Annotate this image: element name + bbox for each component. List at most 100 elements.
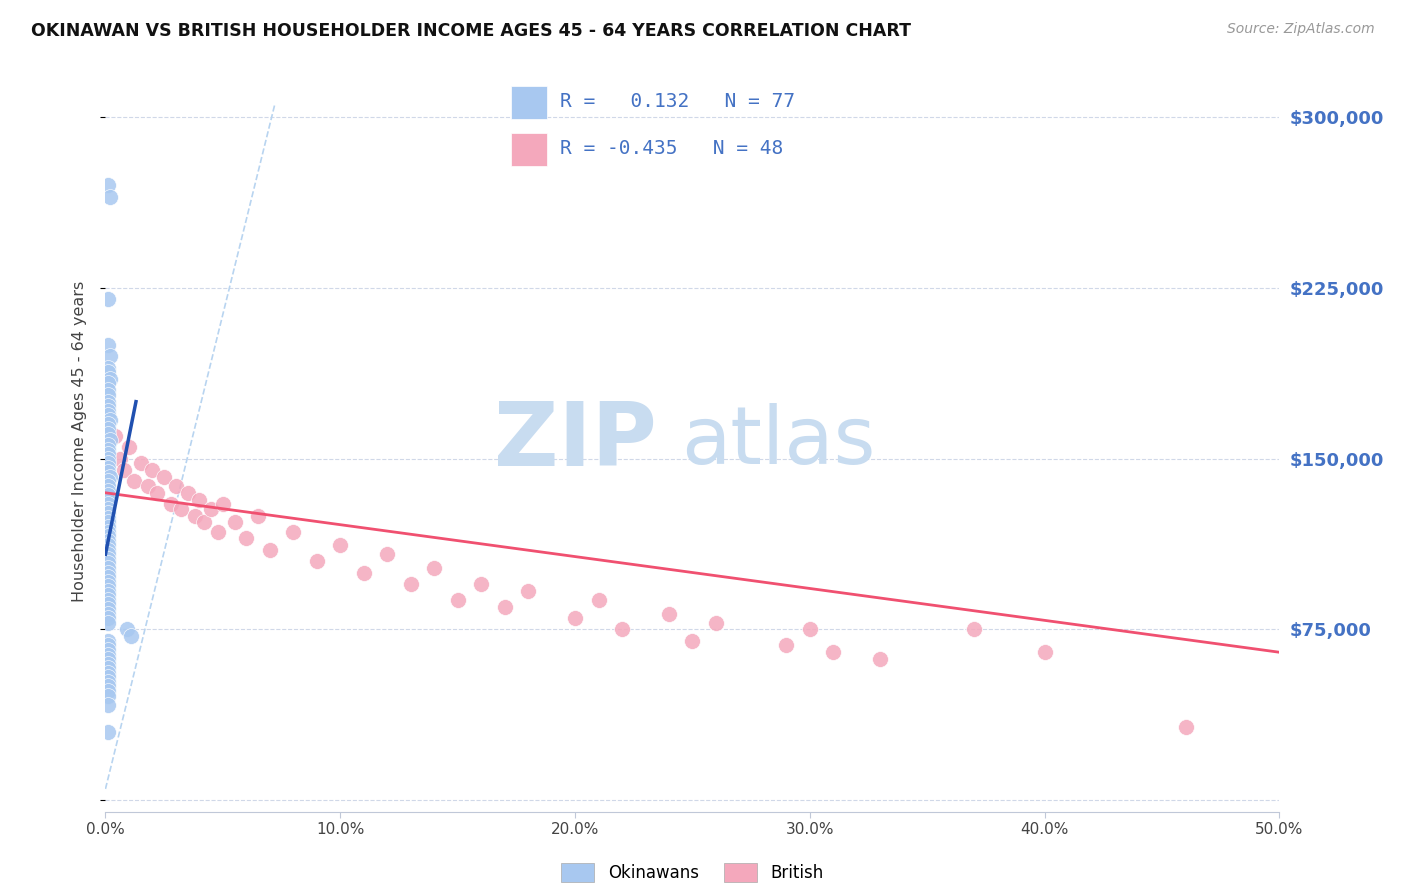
Point — [97, 451, 120, 466]
Point — [564, 611, 586, 625]
Point — [97, 404, 120, 418]
Text: Source: ZipAtlas.com: Source: ZipAtlas.com — [1227, 22, 1375, 37]
Point — [97, 479, 120, 493]
Point — [97, 492, 120, 507]
Point — [588, 592, 610, 607]
Point — [97, 652, 120, 666]
Point — [399, 577, 422, 591]
Text: R = -0.435   N = 48: R = -0.435 N = 48 — [560, 138, 783, 158]
Point — [283, 524, 305, 539]
Point — [97, 684, 120, 698]
Point — [97, 592, 120, 607]
Point — [97, 547, 120, 561]
Point — [98, 470, 121, 484]
Point — [224, 516, 246, 530]
Point — [423, 561, 446, 575]
Point — [97, 615, 120, 630]
Point — [97, 520, 120, 534]
Point — [146, 485, 169, 500]
Point — [247, 508, 270, 523]
Point — [97, 689, 120, 703]
Point — [799, 623, 821, 637]
Text: atlas: atlas — [681, 402, 875, 481]
Text: R =   0.132   N = 77: R = 0.132 N = 77 — [560, 93, 794, 112]
Point — [176, 485, 198, 500]
Point — [259, 542, 281, 557]
Point — [470, 577, 492, 591]
Point — [122, 475, 145, 489]
Point — [97, 643, 120, 657]
Point — [97, 426, 120, 441]
Point — [97, 538, 120, 552]
Point — [97, 574, 120, 589]
Point — [97, 388, 120, 402]
Point — [97, 633, 120, 648]
Point — [97, 337, 120, 351]
Point — [97, 566, 120, 580]
Point — [97, 665, 120, 680]
Point — [136, 479, 159, 493]
Point — [97, 409, 120, 423]
Point — [97, 438, 120, 452]
Point — [375, 547, 398, 561]
Point — [97, 417, 120, 432]
Point — [169, 501, 191, 516]
Point — [98, 413, 121, 427]
Point — [97, 178, 120, 193]
Point — [97, 583, 120, 598]
Point — [681, 633, 703, 648]
Bar — [512, 87, 547, 119]
Point — [108, 451, 131, 466]
Point — [97, 442, 120, 457]
Point — [97, 365, 120, 379]
Point — [104, 429, 127, 443]
Point — [97, 557, 120, 571]
Point — [97, 460, 120, 475]
Point — [353, 566, 375, 580]
Point — [118, 440, 141, 454]
Point — [97, 561, 120, 575]
Point — [97, 384, 120, 398]
Point — [98, 189, 121, 203]
Point — [160, 497, 183, 511]
Legend: Okinawans, British: Okinawans, British — [554, 856, 831, 888]
Point — [120, 629, 142, 643]
Point — [775, 639, 797, 653]
Point — [98, 372, 121, 386]
Text: ZIP: ZIP — [495, 398, 657, 485]
Point — [97, 588, 120, 602]
Text: OKINAWAN VS BRITISH HOUSEHOLDER INCOME AGES 45 - 64 YEARS CORRELATION CHART: OKINAWAN VS BRITISH HOUSEHOLDER INCOME A… — [31, 22, 911, 40]
Point — [97, 399, 120, 413]
Point — [188, 492, 211, 507]
Point — [98, 349, 121, 363]
Point — [97, 511, 120, 525]
Point — [97, 725, 120, 739]
Point — [153, 470, 176, 484]
Point — [97, 376, 120, 391]
Point — [112, 463, 135, 477]
Point — [1033, 645, 1056, 659]
Point — [517, 583, 540, 598]
Point — [97, 611, 120, 625]
Point — [97, 680, 120, 694]
Point — [97, 516, 120, 530]
Point — [97, 639, 120, 653]
Point — [823, 645, 845, 659]
Point — [97, 570, 120, 584]
Point — [97, 488, 120, 502]
Point — [97, 674, 120, 689]
Point — [98, 434, 121, 448]
Point — [97, 648, 120, 662]
Point — [329, 538, 352, 552]
Point — [610, 623, 633, 637]
Point — [97, 506, 120, 520]
Point — [97, 533, 120, 548]
Point — [97, 360, 120, 375]
Point — [193, 516, 215, 530]
Point — [97, 394, 120, 409]
Bar — [512, 133, 547, 166]
Point — [97, 497, 120, 511]
Point — [97, 524, 120, 539]
Point — [211, 497, 233, 511]
Point — [97, 661, 120, 675]
